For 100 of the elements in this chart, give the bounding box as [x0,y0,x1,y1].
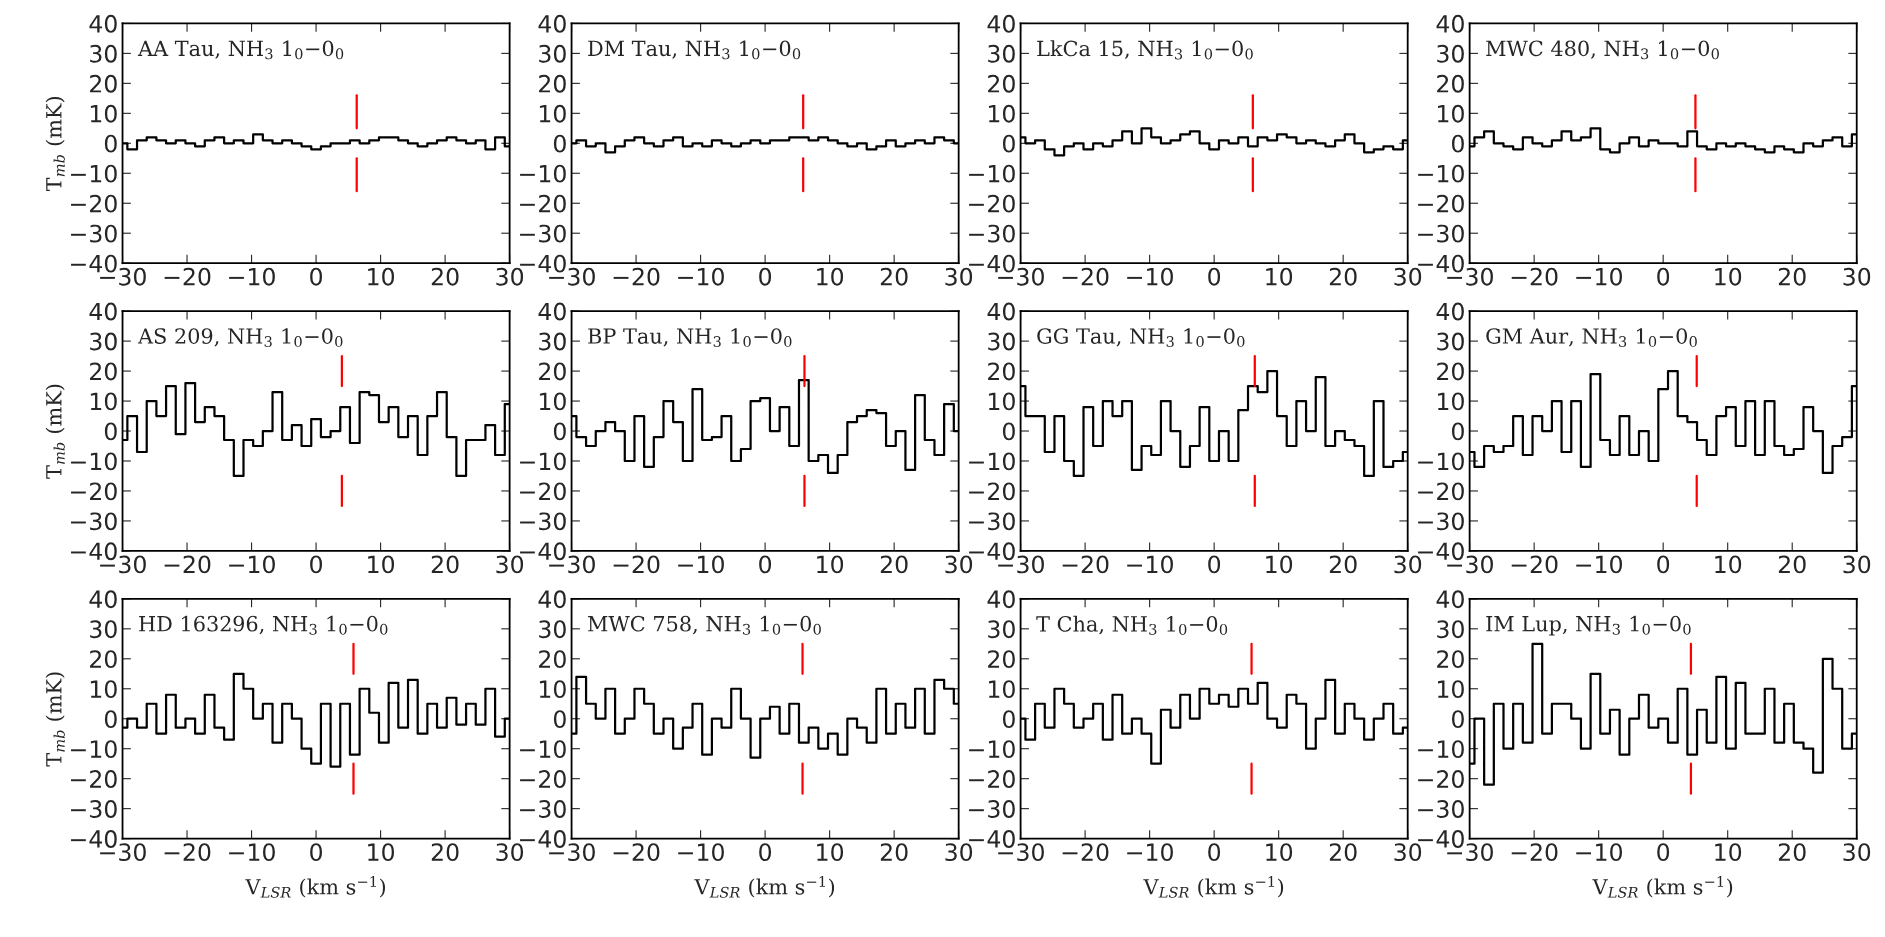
y-tick-label: 40 [89,14,117,33]
x-tick-label: −20 [164,843,211,862]
y-tick-label: 20 [1437,650,1464,669]
text: MWC 480, NH$_{3}$ 1$_{0}$−0$_{0}$ [1486,40,1719,60]
x-axis-title: V$_{LSR}$ (km s$^{−1}$) [1592,875,1733,898]
y-tick-label: 10 [539,104,566,123]
x-tick-label: 10 [1715,555,1742,574]
x-tick-label: −10 [229,267,275,286]
x-tick-label: 10 [1266,267,1293,286]
y-tick-label: 0 [1002,422,1015,441]
y-tick-label: 10 [539,392,566,411]
y-tick-label: 30 [90,332,117,351]
y-tick-label: 20 [539,74,566,93]
y-tick-label: 10 [1438,104,1464,123]
x-tick-label: 0 [1208,267,1221,286]
x-tick-label: 0 [1657,267,1670,286]
y-tick-label: 10 [988,680,1015,699]
x-tick-label: 0 [310,843,323,862]
x-tick-label: −10 [1576,555,1622,574]
x-tick-label: −10 [229,843,275,862]
y-tick-label: 30 [539,332,566,351]
x-tick-label: 20 [1778,555,1806,574]
y-tick-label: 0 [1002,710,1015,729]
y-tick-label: −10 [520,164,566,183]
y-tick-label: 0 [1451,134,1464,153]
y-tick-label: 30 [988,332,1015,351]
y-tick-label: 30 [90,620,117,639]
x-tick-label: −20 [164,267,211,286]
x-tick-label: 30 [1843,555,1871,574]
y-tick-label: 10 [1438,392,1464,411]
y-tick-label: 0 [1451,710,1464,729]
x-tick-label: −20 [164,555,211,574]
y-tick-label: 10 [90,680,117,699]
y-tick-label: −20 [1418,770,1464,788]
y-tick-label: 40 [987,590,1015,609]
y-tick-label: −30 [520,800,566,818]
x-axis-title: V$_{LSR}$ (km s$^{−1}$) [1143,875,1284,898]
x-tick-label: 20 [431,267,459,286]
x-tick-label: 20 [880,843,908,862]
y-tick-label: 0 [1002,134,1015,153]
x-tick-label: 10 [1715,267,1742,286]
y-axis-title: T$_{mb}$ (mK) [45,672,65,767]
y-tick-label: 20 [90,650,117,669]
y-tick-label: 20 [1437,74,1464,93]
x-tick-label: 0 [1208,843,1221,862]
text: MWC 758, NH$_{3}$ 1$_{0}$−0$_{0}$ [588,615,821,635]
x-tick-label: 0 [310,555,323,574]
y-tick-label: −10 [1418,452,1464,471]
y-tick-label: 40 [987,14,1015,33]
y-tick-label: 10 [988,392,1015,411]
y-tick-label: −10 [969,164,1015,183]
y-tick-label: −10 [969,740,1015,759]
y-tick-label: 40 [538,590,566,609]
text: GM Aur, NH$_{3}$ 1$_{0}$−0$_{0}$ [1486,328,1697,348]
x-tick-label: 0 [1657,555,1670,574]
y-tick-label: 40 [538,302,566,321]
y-tick-label: −10 [520,452,566,471]
y-tick-label: 20 [988,74,1015,93]
y-tick-label: 20 [988,650,1015,669]
x-tick-label: −10 [678,843,724,862]
y-tick-label: 10 [90,104,117,123]
x-tick-label: 10 [368,555,395,574]
y-tick-label: 20 [539,650,566,669]
y-tick-label: −10 [969,452,1015,471]
x-tick-label: −20 [1511,843,1558,862]
y-tick-label: 20 [90,74,117,93]
y-tick-label: −10 [520,740,566,759]
y-tick-label: −30 [520,512,566,531]
y-tick-label: 0 [104,710,117,729]
y-tick-label: 30 [1437,332,1464,351]
text: LkCa 15, NH$_{3}$ 1$_{0}$−0$_{0}$ [1037,40,1253,60]
y-tick-label: 0 [1451,422,1464,441]
x-tick-label: −20 [613,843,660,862]
x-tick-label: 20 [1329,267,1357,286]
y-tick-label: 40 [1436,14,1464,33]
y-tick-label: 30 [539,44,566,63]
x-tick-label: 30 [1843,267,1871,286]
y-tick-label: 30 [90,44,117,63]
x-tick-label: −10 [1576,267,1622,286]
y-tick-label: −20 [969,482,1015,501]
y-tick-label: −10 [71,164,117,183]
y-tick-label: 40 [89,590,117,609]
y-tick-label: 40 [89,302,117,321]
x-tick-label: 0 [1208,555,1221,574]
x-tick-label: 20 [431,555,459,574]
y-axis-title: T$_{mb}$ (mK) [45,384,65,479]
y-tick-label: 30 [539,620,566,639]
y-tick-label: 20 [539,362,566,381]
y-tick-label: −20 [520,770,566,788]
x-tick-label: 10 [368,843,395,862]
x-tick-label: −20 [613,555,660,574]
x-tick-label: −20 [1511,555,1558,574]
y-tick-label: −20 [520,194,566,213]
y-tick-label: 10 [90,392,117,411]
y-tick-label: 20 [1437,362,1464,381]
y-tick-label: 30 [988,44,1015,63]
x-tick-label: 20 [1329,555,1357,574]
y-tick-label: −20 [520,482,566,501]
x-tick-label: −10 [229,555,275,574]
y-tick-label: 10 [539,680,566,699]
